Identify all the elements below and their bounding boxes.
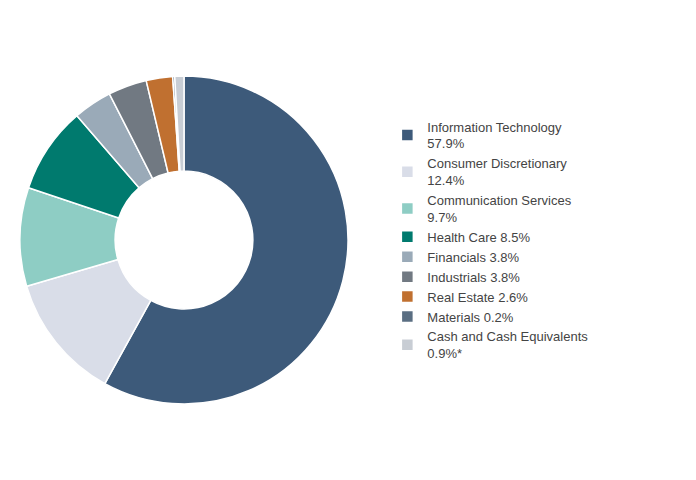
svg-text:Communication Services9.7%: Communication Services9.7% [427, 193, 571, 225]
svg-text:Industrials 3.8%: Industrials 3.8% [427, 270, 520, 285]
svg-text:Cash and Cash Equivalents0.9%*: Cash and Cash Equivalents0.9%* [427, 329, 588, 361]
svg-text:Financials 3.8%: Financials 3.8% [427, 250, 519, 265]
svg-text:Consumer Discretionary12.4%: Consumer Discretionary12.4% [427, 156, 567, 188]
svg-text:Health Care 8.5%: Health Care 8.5% [427, 230, 530, 245]
svg-text:Materials 0.2%: Materials 0.2% [427, 310, 513, 325]
svg-text:Information Technology57.9%: Information Technology57.9% [427, 120, 562, 152]
svg-text:Real Estate 2.6%: Real Estate 2.6% [427, 290, 528, 305]
